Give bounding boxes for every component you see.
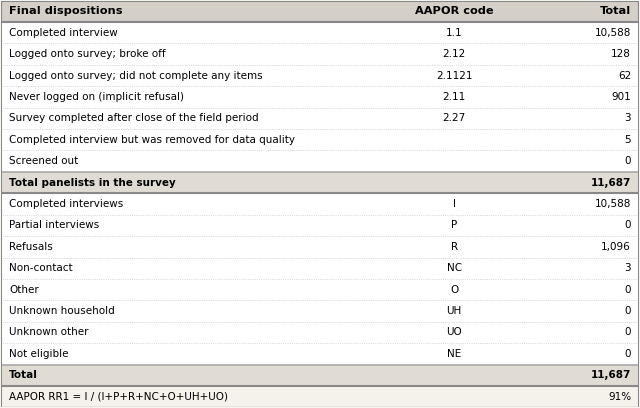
Text: AAPOR RR1 = I / (I+P+R+NC+O+UH+UO): AAPOR RR1 = I / (I+P+R+NC+O+UH+UO) bbox=[9, 392, 228, 401]
Text: 11,687: 11,687 bbox=[591, 370, 631, 380]
Text: 10,588: 10,588 bbox=[595, 199, 631, 209]
Bar bbox=[1, 279, 639, 300]
Text: Final dispositions: Final dispositions bbox=[9, 7, 122, 16]
Text: Other: Other bbox=[9, 285, 39, 295]
Text: O: O bbox=[450, 285, 458, 295]
Text: 901: 901 bbox=[611, 92, 631, 102]
Text: 2.27: 2.27 bbox=[442, 113, 466, 123]
Text: Unknown other: Unknown other bbox=[9, 327, 88, 337]
Text: Logged onto survey; did not complete any items: Logged onto survey; did not complete any… bbox=[9, 71, 262, 81]
Text: 62: 62 bbox=[618, 71, 631, 81]
Text: UO: UO bbox=[446, 327, 462, 337]
Text: NE: NE bbox=[447, 349, 461, 359]
Bar bbox=[1, 22, 639, 44]
Text: Not eligible: Not eligible bbox=[9, 349, 68, 359]
Bar bbox=[1, 108, 639, 129]
Bar bbox=[1, 322, 639, 343]
Text: I: I bbox=[452, 199, 456, 209]
Text: Survey completed after close of the field period: Survey completed after close of the fiel… bbox=[9, 113, 259, 123]
Text: R: R bbox=[451, 242, 458, 252]
Text: 0: 0 bbox=[625, 306, 631, 316]
Bar bbox=[1, 1, 639, 22]
Text: P: P bbox=[451, 220, 457, 231]
Bar bbox=[1, 129, 639, 151]
Bar bbox=[1, 215, 639, 236]
Text: 0: 0 bbox=[625, 327, 631, 337]
Text: 1.1: 1.1 bbox=[446, 28, 463, 38]
Text: 2.1121: 2.1121 bbox=[436, 71, 472, 81]
Text: 91%: 91% bbox=[608, 392, 631, 401]
Text: 10,588: 10,588 bbox=[595, 28, 631, 38]
Text: Partial interviews: Partial interviews bbox=[9, 220, 99, 231]
Text: 0: 0 bbox=[625, 349, 631, 359]
Text: Total: Total bbox=[600, 7, 631, 16]
Text: AAPOR code: AAPOR code bbox=[415, 7, 493, 16]
Text: Completed interviews: Completed interviews bbox=[9, 199, 124, 209]
Bar bbox=[1, 300, 639, 322]
Bar bbox=[1, 193, 639, 215]
Text: Unknown household: Unknown household bbox=[9, 306, 115, 316]
Text: Screened out: Screened out bbox=[9, 156, 78, 166]
Bar bbox=[1, 65, 639, 86]
Text: Never logged on (implicit refusal): Never logged on (implicit refusal) bbox=[9, 92, 184, 102]
Bar bbox=[1, 364, 639, 386]
Text: 2.11: 2.11 bbox=[442, 92, 466, 102]
Text: 0: 0 bbox=[625, 220, 631, 231]
Text: Completed interview: Completed interview bbox=[9, 28, 118, 38]
Text: 2.12: 2.12 bbox=[442, 49, 466, 59]
Bar bbox=[1, 257, 639, 279]
Text: 0: 0 bbox=[625, 156, 631, 166]
Bar bbox=[1, 151, 639, 172]
Text: Refusals: Refusals bbox=[9, 242, 52, 252]
Text: 1,096: 1,096 bbox=[601, 242, 631, 252]
Bar bbox=[1, 386, 639, 407]
Text: UH: UH bbox=[447, 306, 461, 316]
Text: 5: 5 bbox=[625, 135, 631, 145]
Text: 3: 3 bbox=[625, 113, 631, 123]
Text: NC: NC bbox=[447, 263, 461, 273]
Text: Completed interview but was removed for data quality: Completed interview but was removed for … bbox=[9, 135, 295, 145]
Bar bbox=[1, 172, 639, 193]
Text: Total: Total bbox=[9, 370, 38, 380]
Text: Total panelists in the survey: Total panelists in the survey bbox=[9, 177, 176, 188]
Text: Non-contact: Non-contact bbox=[9, 263, 72, 273]
Text: 128: 128 bbox=[611, 49, 631, 59]
Bar bbox=[1, 86, 639, 108]
Bar bbox=[1, 343, 639, 364]
Text: 0: 0 bbox=[625, 285, 631, 295]
Text: 11,687: 11,687 bbox=[591, 177, 631, 188]
Text: 3: 3 bbox=[625, 263, 631, 273]
Text: Logged onto survey; broke off: Logged onto survey; broke off bbox=[9, 49, 166, 59]
Bar bbox=[1, 44, 639, 65]
Bar bbox=[1, 236, 639, 257]
